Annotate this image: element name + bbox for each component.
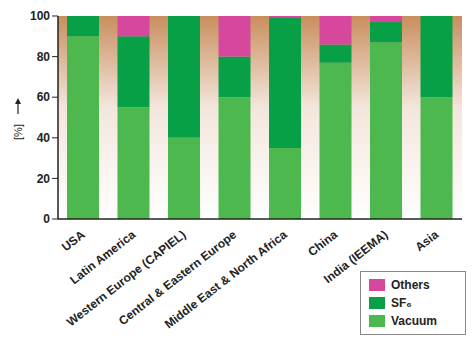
html-text:Others: Others bbox=[391, 278, 430, 292]
svg-text:100: 100 bbox=[30, 9, 50, 23]
svg-text:20: 20 bbox=[37, 172, 51, 186]
svg-text:Central & Eastern Europe: Central & Eastern Europe bbox=[115, 227, 240, 328]
svg-text:Asia: Asia bbox=[412, 227, 441, 254]
svg-text:Western Europe (CAPIEL): Western Europe (CAPIEL) bbox=[64, 227, 189, 330]
svg-text:40: 40 bbox=[37, 131, 51, 145]
svg-text:0: 0 bbox=[43, 212, 50, 226]
svg-text:Latin America: Latin America bbox=[67, 227, 139, 288]
svg-text:60: 60 bbox=[37, 90, 51, 104]
svg-text:China: China bbox=[305, 227, 340, 259]
svg-text:India (IEEMA): India (IEEMA) bbox=[321, 227, 391, 287]
svg-text:[%]: [%] bbox=[12, 124, 24, 140]
svg-text:Middle East & North Africa: Middle East & North Africa bbox=[162, 227, 290, 331]
html-text:SF₆: SF₆ bbox=[391, 296, 412, 310]
svg-text:USA: USA bbox=[59, 227, 88, 254]
svg-text:80: 80 bbox=[37, 50, 51, 64]
html-text:Vacuum: Vacuum bbox=[391, 314, 437, 328]
